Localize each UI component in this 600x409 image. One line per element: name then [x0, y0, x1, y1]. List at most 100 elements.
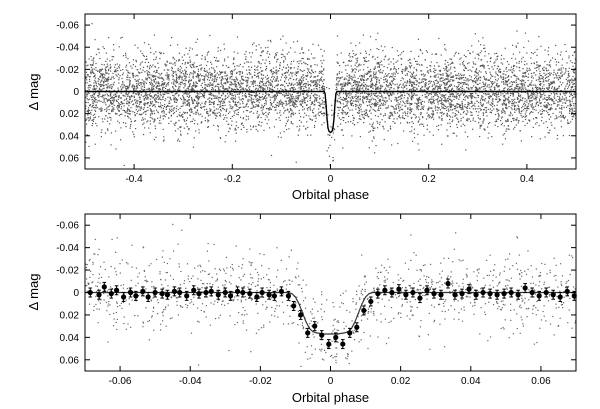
scatter-point [177, 128, 179, 130]
scatter-point [390, 80, 393, 82]
scatter-point [160, 72, 163, 75]
scatter-point [133, 87, 136, 89]
scatter-point [275, 55, 277, 57]
scatter-point [157, 111, 159, 113]
scatter-point [377, 97, 379, 99]
scatter-point [525, 108, 527, 110]
scatter-point [570, 113, 573, 115]
scatter-point [301, 99, 303, 101]
scatter-point [268, 95, 270, 97]
scatter-point [274, 72, 276, 74]
scatter-point [437, 80, 439, 83]
scatter-point [132, 73, 134, 75]
scatter-point [432, 88, 434, 91]
scatter-point [150, 94, 152, 97]
scatter-point [102, 46, 104, 48]
scatter-point [271, 73, 273, 75]
scatter-point [197, 73, 199, 75]
scatter-point [107, 65, 109, 67]
scatter-point [105, 60, 107, 63]
scatter-point [283, 131, 285, 133]
scatter-point [309, 95, 311, 97]
scatter-point [511, 108, 513, 110]
scatter-point [573, 116, 575, 118]
scatter-point [241, 101, 244, 103]
scatter-point [495, 71, 497, 73]
scatter-point [303, 98, 305, 100]
scatter-point [478, 122, 480, 124]
scatter-point [471, 101, 473, 103]
scatter-point [548, 97, 551, 99]
scatter-point [342, 147, 344, 149]
scatter-point [456, 74, 458, 76]
scatter-point [262, 59, 264, 61]
scatter-point [177, 138, 179, 140]
scatter-point [477, 88, 479, 90]
scatter-point [494, 113, 497, 116]
scatter-point [357, 97, 359, 99]
scatter-point [456, 106, 459, 108]
scatter-point [115, 91, 118, 93]
scatter-point [369, 86, 372, 88]
scatter-point [266, 74, 269, 77]
scatter-point [296, 84, 298, 86]
scatter-point [345, 64, 347, 67]
scatter-point [352, 122, 354, 124]
scatter-point [554, 58, 556, 61]
scatter-point [224, 71, 226, 73]
scatter-point [218, 99, 220, 101]
scatter-point [420, 113, 422, 116]
scatter-point [526, 101, 528, 103]
scatter-point [407, 97, 409, 99]
scatter-point [103, 47, 105, 50]
scatter-point [285, 89, 287, 91]
scatter-point [421, 100, 424, 102]
scatter-point [154, 94, 156, 96]
scatter-point [152, 118, 154, 120]
scatter-point [503, 82, 505, 84]
scatter-point [195, 82, 197, 84]
scatter-point [263, 129, 265, 131]
scatter-point [96, 106, 99, 109]
scatter-point [571, 80, 573, 82]
scatter-point [550, 81, 552, 83]
scatter-point [87, 91, 89, 94]
scatter-point [449, 58, 451, 60]
scatter-point [289, 67, 292, 69]
scatter-point [560, 90, 562, 92]
scatter-point [140, 82, 142, 84]
scatter-point [98, 84, 100, 86]
scatter-point [110, 117, 112, 119]
scatter-point [415, 77, 417, 79]
scatter-point [231, 75, 233, 78]
scatter-point [93, 100, 96, 102]
scatter-point [525, 104, 527, 106]
scatter-point [222, 92, 224, 94]
scatter-point [200, 69, 202, 71]
scatter-point [472, 61, 474, 63]
scatter-point [95, 104, 97, 106]
scatter-point [345, 69, 347, 71]
scatter-point [569, 99, 571, 101]
scatter-point [569, 100, 571, 102]
scatter-point [252, 106, 254, 108]
scatter-point [516, 62, 518, 64]
scatter-point [204, 56, 206, 58]
scatter-point [149, 132, 151, 134]
scatter-point [370, 79, 372, 81]
scatter-point [373, 137, 375, 139]
scatter-point [511, 98, 513, 101]
scatter-point [108, 123, 111, 125]
scatter-point [477, 74, 480, 76]
scatter-point [396, 104, 398, 106]
scatter-point [462, 116, 464, 119]
scatter-point [539, 70, 541, 73]
scatter-point [250, 81, 252, 83]
scatter-point [503, 73, 505, 75]
scatter-point [555, 61, 558, 63]
scatter-point [290, 67, 292, 69]
scatter-point [418, 55, 420, 57]
scatter-point [380, 84, 382, 86]
scatter-point [514, 87, 516, 89]
scatter-point [290, 100, 292, 102]
